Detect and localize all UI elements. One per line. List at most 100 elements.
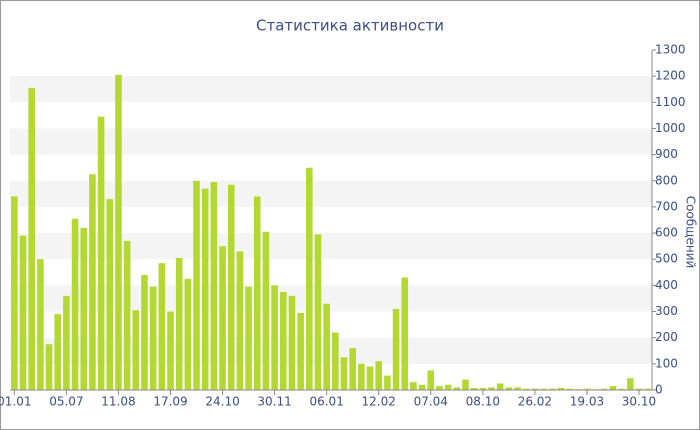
- bar: [201, 188, 209, 390]
- y-tick-label: 100: [655, 356, 678, 370]
- bar: [375, 361, 383, 390]
- bar: [80, 227, 88, 390]
- x-tick-label: 07.04: [414, 395, 448, 409]
- grid-band: [10, 180, 652, 207]
- bar: [227, 184, 235, 390]
- y-tick-label: 400: [655, 278, 678, 292]
- bar: [279, 291, 287, 390]
- bar: [141, 274, 148, 390]
- bar: [514, 387, 521, 390]
- x-tick-label: 11.08: [101, 395, 135, 409]
- bar: [54, 314, 62, 390]
- bar: [219, 246, 226, 390]
- y-tick-label: 1300: [655, 43, 686, 57]
- bar: [635, 388, 643, 390]
- bar: [37, 259, 44, 390]
- bar: [349, 348, 356, 390]
- x-tick-label: 26.02: [518, 395, 552, 409]
- x-tick-label: 17.09: [153, 395, 187, 409]
- bar: [167, 311, 174, 390]
- bar: [470, 387, 478, 390]
- x-tick-label: 08.10: [466, 395, 500, 409]
- bar: [392, 308, 400, 390]
- y-tick-label: 300: [655, 304, 678, 318]
- bar: [323, 303, 330, 390]
- bar: [28, 87, 35, 390]
- bar: [418, 384, 426, 390]
- bar: [253, 196, 261, 390]
- bar: [332, 332, 339, 390]
- y-tick-label: 1200: [655, 69, 686, 83]
- grid-band: [10, 76, 652, 103]
- bar: [566, 388, 573, 390]
- y-tick-label: 700: [655, 199, 678, 213]
- bar: [45, 344, 53, 390]
- bar: [175, 257, 183, 390]
- y-tick-label: 1100: [655, 95, 686, 109]
- bar: [314, 234, 322, 390]
- bar: [245, 286, 252, 390]
- y-tick-label: 800: [655, 173, 678, 187]
- bar: [548, 388, 556, 390]
- bar: [496, 383, 504, 390]
- bar: [488, 387, 495, 390]
- bar: [184, 278, 192, 390]
- x-tick-label: 01.01: [0, 395, 32, 409]
- bar: [609, 386, 617, 390]
- bar: [193, 180, 200, 390]
- bar: [436, 386, 443, 390]
- x-tick-label: 24.10: [205, 395, 239, 409]
- bar: [583, 388, 591, 390]
- grid-band: [10, 233, 652, 260]
- bar: [427, 370, 435, 390]
- bar: [158, 263, 166, 390]
- bar: [63, 295, 70, 390]
- bar: [340, 357, 348, 390]
- bar: [618, 388, 625, 390]
- y-axis-label: Сообщений: [684, 196, 698, 269]
- bar: [132, 310, 140, 390]
- y-tick-label: 500: [655, 252, 678, 266]
- grid-band: [10, 285, 652, 312]
- bar: [115, 74, 122, 390]
- bar: [384, 375, 391, 390]
- y-tick-label: 200: [655, 330, 678, 344]
- bar: [540, 388, 547, 390]
- bar: [149, 286, 157, 390]
- bar: [271, 285, 278, 390]
- y-tick-label: 1000: [655, 121, 686, 135]
- bar: [210, 182, 218, 390]
- x-tick-label: 19.03: [570, 395, 604, 409]
- grid-band: [10, 128, 652, 155]
- x-tick-label: 12.02: [362, 395, 396, 409]
- y-tick-label: 0: [655, 383, 663, 397]
- bar: [97, 116, 105, 390]
- x-tick-label: 30.11: [257, 395, 291, 409]
- x-tick-label: 30.10: [622, 395, 656, 409]
- bar: [479, 387, 487, 390]
- bar: [262, 231, 270, 390]
- bar: [444, 384, 452, 390]
- bar: [71, 218, 79, 390]
- bar: [410, 382, 417, 390]
- y-tick-label: 600: [655, 226, 678, 240]
- bar: [89, 174, 96, 390]
- grid-band: [10, 337, 652, 364]
- bar: [644, 388, 651, 390]
- bar: [401, 277, 409, 390]
- x-tick-label: 05.07: [49, 395, 83, 409]
- chart-title: Статистика активности: [256, 17, 444, 35]
- bar: [557, 387, 565, 390]
- x-tick-label: 06.01: [309, 395, 343, 409]
- bar: [19, 235, 27, 390]
- bar: [453, 387, 461, 390]
- bar: [366, 366, 374, 390]
- y-tick-label: 900: [655, 147, 678, 161]
- bar: [288, 295, 296, 390]
- bar: [123, 240, 131, 390]
- bar: [297, 312, 304, 390]
- bar: [522, 388, 530, 390]
- bar: [462, 379, 469, 390]
- bar: [306, 167, 313, 390]
